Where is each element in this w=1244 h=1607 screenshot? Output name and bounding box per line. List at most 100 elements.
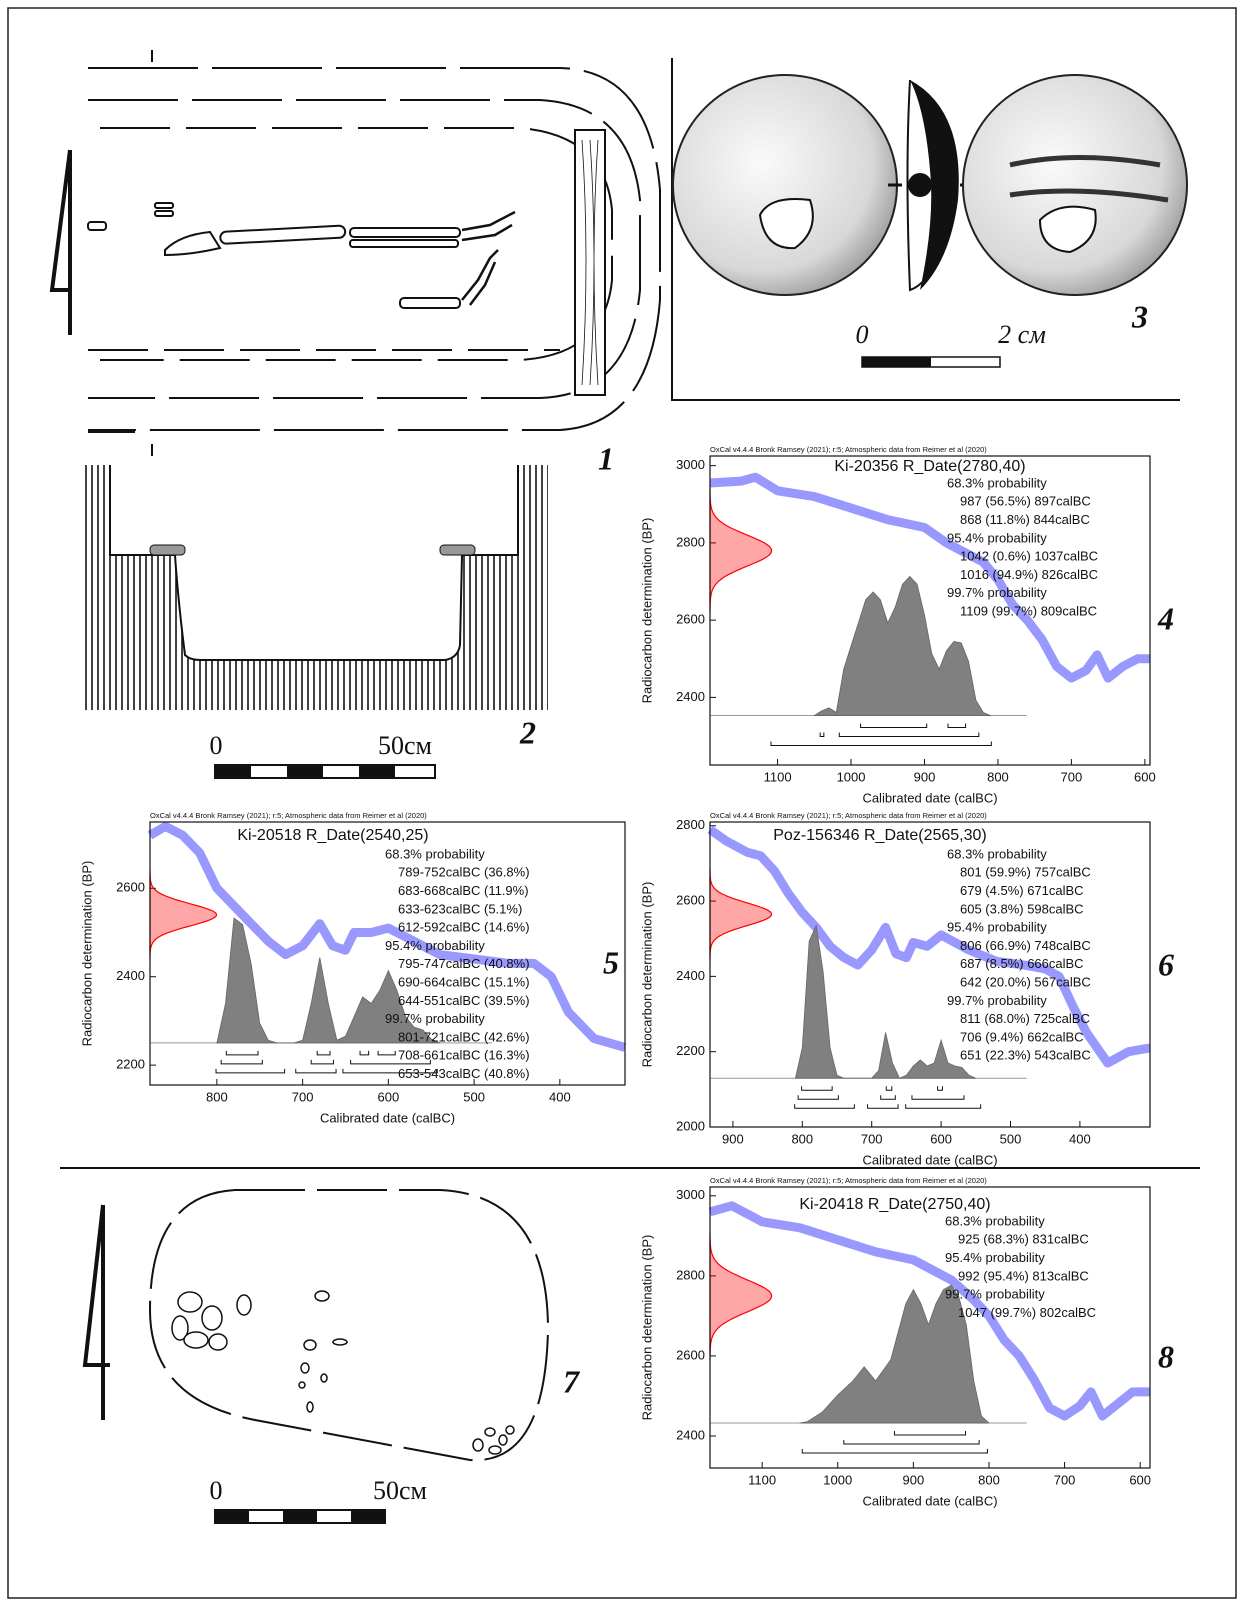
y-tick-label: 2800 [676,817,705,832]
x-tick-label: 600 [930,1131,952,1146]
burial-plan [399,297,461,309]
range-text: 644-551calBC (39.5%) [398,993,530,1008]
plot-frame [709,821,1151,1128]
object-drawing [1009,155,1161,168]
chart-title: Ki-20418 R_Date(2750,40) [799,1196,990,1213]
scale-start: 0 [856,320,869,349]
grave-plan [320,1373,328,1383]
range-text: 1047 (99.7%) 802calBC [958,1305,1096,1320]
range-label: 99.7% probability [947,585,1047,600]
range-text: 789-752calBC (36.8%) [398,865,530,880]
chart-header: OxCal v4.4.4 Bronk Ramsey (2021); r:5; A… [710,1176,987,1185]
range-text: 679 (4.5%) 671calBC [960,883,1084,898]
scale-bar [862,357,931,367]
y-tick-label: 2600 [676,893,705,908]
y-axis-title: Radiocarbon determination (BP) [639,518,654,704]
burial-plan [349,227,461,238]
range-label: 95.4% probability [947,530,1047,545]
y-tick-label: 2400 [676,968,705,983]
range-text: 612-592calBC (14.6%) [398,920,530,935]
posterior [813,575,992,717]
grave-plan [148,1189,550,1462]
y-tick-label: 3000 [676,1187,705,1202]
scale-end: 2 см [998,320,1046,349]
range-label: 99.7% probability [947,993,1047,1008]
range-text: 806 (66.9%) 748calBC [960,938,1091,953]
scale-bar [287,765,323,778]
scale-bar [359,765,395,778]
y-tick-label: 2600 [676,612,705,627]
y-tick-label: 2600 [116,880,145,895]
page-border [7,7,1237,1599]
grave-plan [300,1362,310,1374]
x-tick-label: 800 [206,1089,228,1104]
panel-label: 5 [603,944,619,980]
grave-plan [332,1338,348,1346]
range-bracket [838,732,980,738]
range-text: 801-721calBC (42.6%) [398,1029,530,1044]
grave-plan [298,1381,306,1389]
posterior [795,924,976,1079]
chart-header: OxCal v4.4.4 Bronk Ramsey (2021); r:5; A… [150,811,427,820]
burial-profile [149,544,186,556]
calibration-curve [709,472,1150,683]
range-bracket [310,1059,334,1065]
range-bracket [220,1059,263,1065]
range-text: 801 (59.9%) 757calBC [960,865,1091,880]
y-tick-label: 2800 [676,534,705,549]
range-bracket [880,1095,896,1100]
panel-label: 2 [519,714,536,750]
x-tick-label: 800 [791,1131,813,1146]
x-axis-title: Calibrated date (calBC) [862,1493,997,1508]
burial-plan [219,224,347,245]
range-text: 706 (9.4%) 662calBC [960,1029,1084,1044]
grave-plan [306,1401,314,1413]
panel-label: 1 [598,440,614,476]
range-bracket [819,732,825,738]
burial-plan [87,221,107,231]
burial-plan [49,50,661,456]
y-tick-label: 2200 [116,1057,145,1072]
x-tick-label: 1100 [764,769,792,784]
x-tick-label: 800 [987,769,1009,784]
burial-plan [461,249,499,306]
range-bracket [794,1104,855,1109]
grave-plan [183,1331,209,1349]
range-text: 687 (8.5%) 666calBC [960,956,1084,971]
y-tick-label: 2400 [676,689,705,704]
likelihood [709,869,773,960]
range-text: 811 (68.0%) 725calBC [960,1011,1090,1026]
x-tick-label: 1100 [748,1472,776,1487]
range-bracket [350,1059,431,1065]
likelihood [709,488,773,613]
range-label: 95.4% probability [947,920,1047,935]
burial-profile: 0 50см [85,465,548,779]
x-tick-label: 700 [861,1131,883,1146]
range-bracket [843,1440,980,1445]
range-text: 1042 (0.6%) 1037calBC [960,549,1098,564]
burial-plan [349,239,459,248]
x-tick-label: 700 [292,1089,314,1104]
y-tick-label: 2600 [676,1347,705,1362]
panel-label: 3 [1131,298,1148,334]
burial-plan [154,210,174,217]
object-drawing [758,198,814,250]
scale-bar [283,1510,317,1523]
y-tick-label: 2400 [676,1427,705,1442]
grave-plan [484,1427,496,1437]
range-label: 99.7% probability [385,1011,485,1026]
scale-bar [215,765,251,778]
chart-header: OxCal v4.4.4 Bronk Ramsey (2021); r:5; A… [710,445,987,454]
x-tick-label: 500 [463,1089,485,1104]
panel-label: 7 [563,1363,581,1399]
range-text: 651 (22.3%) 543calBC [960,1048,1091,1063]
range-bracket [225,1050,259,1056]
burial-plan [100,127,613,361]
plot-frame [149,821,626,1086]
scale-end: 50см [373,1476,427,1505]
panel-label: 4 [1157,600,1174,636]
burial-profile [109,465,519,661]
grave-plan [208,1333,228,1351]
range-bracket [860,723,928,729]
range-label: 95.4% probability [945,1250,1045,1265]
